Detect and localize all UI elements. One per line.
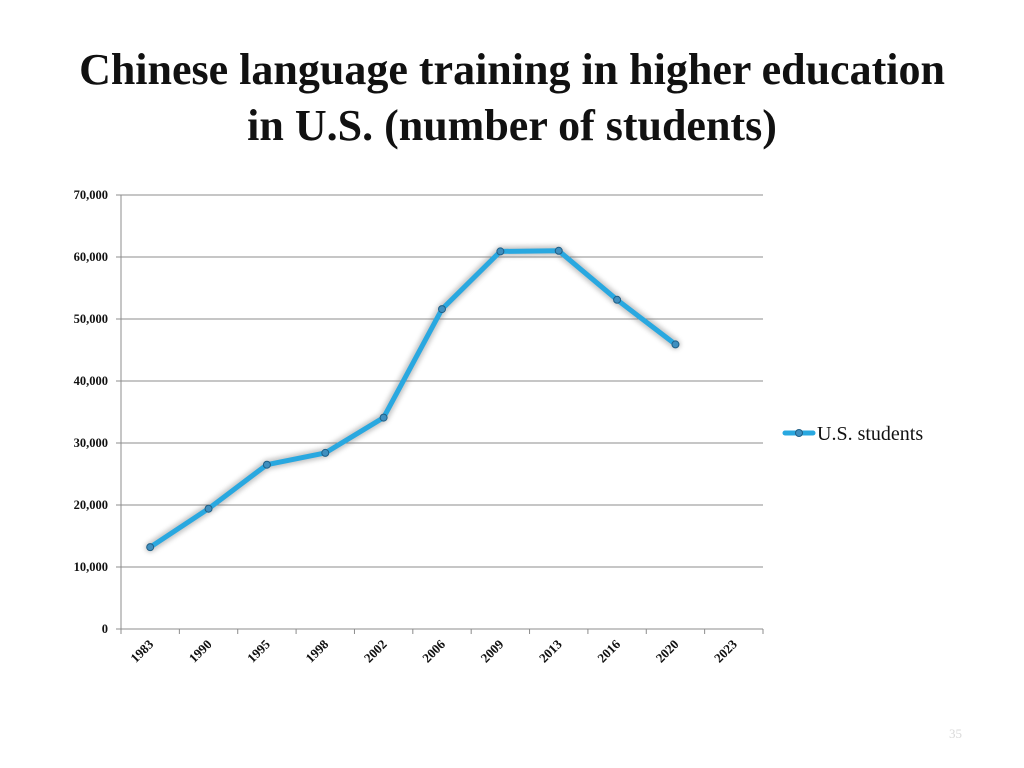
x-tick-label: 1983 — [127, 636, 156, 665]
x-tick-label: 2013 — [536, 636, 565, 665]
data-point — [554, 246, 563, 255]
y-tick-label: 40,000 — [74, 374, 108, 388]
x-tick-label: 2006 — [419, 636, 448, 665]
series-lines — [145, 245, 681, 553]
data-point — [496, 247, 505, 256]
data-point — [262, 460, 271, 469]
y-tick-label: 70,000 — [74, 188, 108, 202]
page-number: 35 — [949, 726, 962, 741]
x-tick-label: 2002 — [361, 637, 390, 666]
x-tick-label: 2020 — [653, 637, 682, 666]
y-tick-labels: 0 10,000 20,000 30,000 40,000 50,000 60,000 70,… — [74, 188, 108, 636]
axes — [116, 194, 764, 634]
data-point — [146, 543, 155, 552]
y-tick-label: 10,000 — [74, 560, 108, 574]
x-tick-label: 1998 — [302, 636, 331, 665]
slide-title-line-2: in U.S. (number of students) — [247, 101, 777, 150]
y-tick-label: 20,000 — [74, 498, 108, 512]
x-tick-label: 2009 — [477, 636, 506, 665]
data-point — [671, 340, 680, 349]
x-tick-label: 1995 — [244, 636, 273, 665]
data-point — [321, 448, 330, 457]
legend: U.S. students — [782, 423, 923, 445]
legend-marker — [795, 429, 803, 437]
data-point — [438, 305, 446, 314]
x-tick-labels: 1983 1990 1995 1998 2002 2006 2009 2013 2016 2020… — [127, 636, 740, 665]
data-point — [204, 504, 213, 513]
x-tick-label: 2016 — [594, 636, 623, 665]
y-tick-label: 30,000 — [74, 436, 108, 450]
series-line — [147, 248, 678, 550]
y-tick-label: 60,000 — [74, 250, 108, 264]
slide-title: Chinese language training in higher educ… — [40, 42, 984, 154]
grid-lines — [121, 194, 763, 568]
series-shadow — [145, 245, 681, 553]
data-point — [379, 413, 388, 422]
legend-label: U.S. students — [817, 423, 923, 445]
y-tick-label: 50,000 — [74, 312, 108, 326]
y-tick-label: 0 — [102, 622, 108, 636]
x-tick-label: 1990 — [186, 637, 215, 666]
x-tick-label: 2023 — [711, 636, 740, 665]
slide-title-line-1: Chinese language training in higher educ… — [79, 45, 945, 94]
data-point — [613, 295, 622, 304]
